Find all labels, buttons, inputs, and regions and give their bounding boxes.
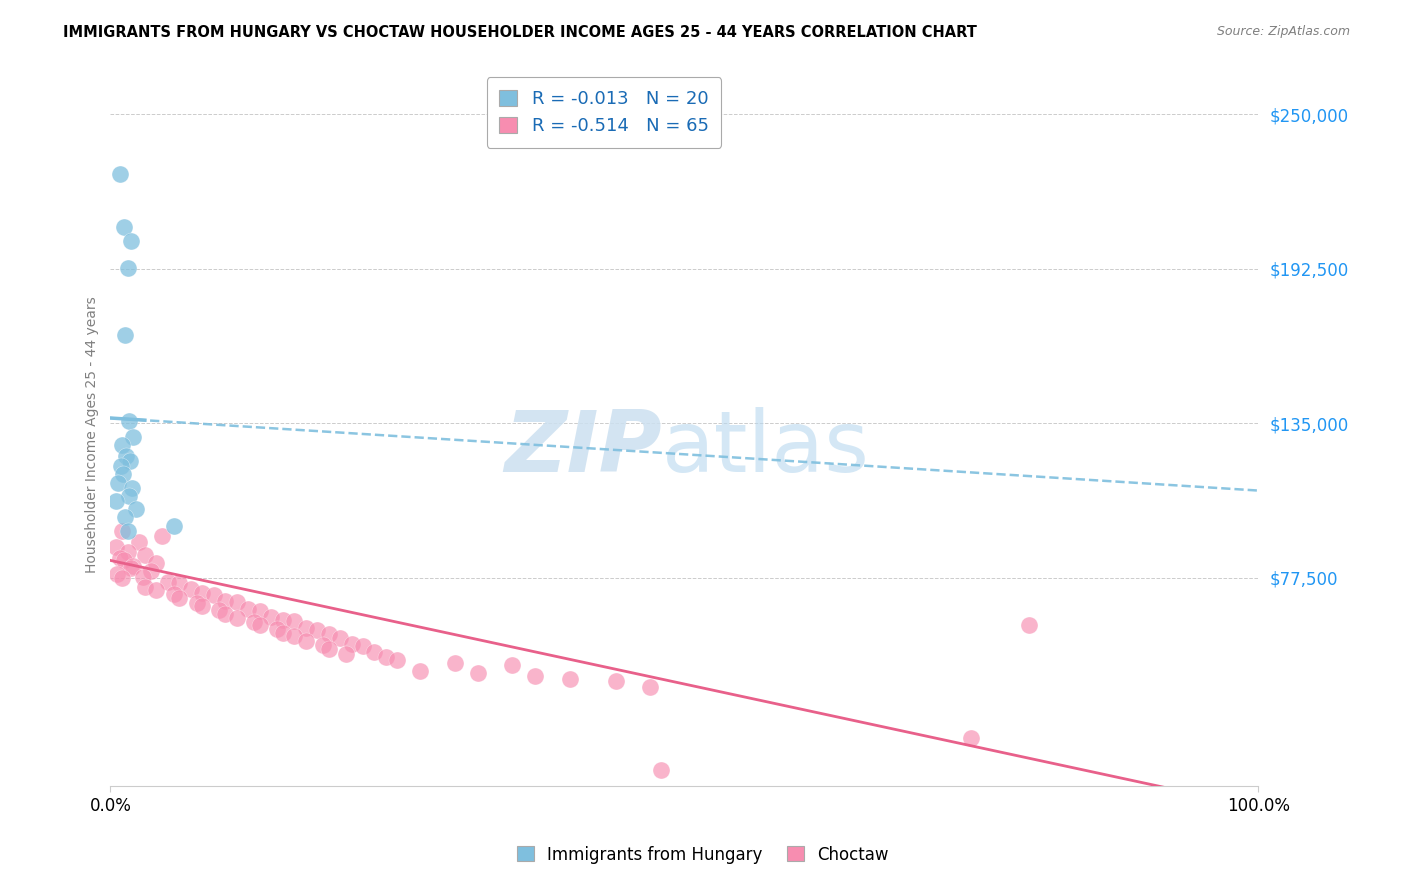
Point (112, 553, 135, 567)
Point (558, 672, 581, 686)
Point (249, 605, 271, 619)
Text: IMMIGRANTS FROM HUNGARY VS CHOCTAW HOUSEHOLDER INCOME AGES 25 - 44 YEARS CORRELA: IMMIGRANTS FROM HUNGARY VS CHOCTAW HOUSE… (63, 25, 977, 40)
Point (131, 569, 153, 583)
Point (638, 680, 661, 694)
Point (318, 627, 340, 641)
Point (214, 593, 236, 607)
Point (121, 481, 143, 495)
Point (108, 550, 131, 565)
Point (363, 645, 385, 659)
Point (118, 489, 141, 503)
Point (387, 653, 409, 667)
Point (312, 638, 335, 652)
Point (283, 629, 305, 643)
Point (162, 587, 184, 601)
Point (169, 591, 191, 605)
Point (202, 588, 225, 602)
Text: Source: ZipAtlas.com: Source: ZipAtlas.com (1216, 25, 1350, 38)
Point (501, 658, 523, 673)
Point (186, 596, 208, 610)
Point (107, 475, 129, 490)
Point (238, 602, 260, 616)
Point (329, 632, 352, 646)
Point (605, 674, 627, 689)
Point (191, 585, 214, 599)
Point (118, 414, 141, 428)
Point (120, 234, 142, 248)
Point (110, 459, 132, 474)
Point (340, 637, 363, 651)
Point (443, 656, 465, 670)
Legend: Immigrants from Hungary, Choctaw: Immigrants from Hungary, Choctaw (510, 839, 896, 871)
Point (128, 534, 150, 549)
Point (208, 603, 231, 617)
Point (191, 599, 214, 614)
Point (150, 529, 173, 543)
Point (114, 327, 136, 342)
Point (145, 556, 167, 570)
Point (524, 669, 547, 683)
Point (374, 650, 396, 665)
Point (271, 626, 294, 640)
Point (960, 731, 983, 745)
Point (225, 611, 247, 625)
Point (243, 615, 266, 630)
Point (111, 438, 134, 452)
Point (117, 524, 139, 538)
Point (117, 545, 139, 559)
Point (650, 763, 672, 777)
Legend: R = -0.013   N = 20, R = -0.514   N = 65: R = -0.013 N = 20, R = -0.514 N = 65 (486, 77, 721, 148)
Point (145, 582, 167, 597)
Point (112, 467, 135, 482)
Point (115, 449, 138, 463)
Point (105, 566, 128, 581)
Point (467, 666, 489, 681)
Point (307, 624, 329, 638)
Point (120, 561, 142, 575)
Point (156, 574, 179, 589)
Point (294, 634, 316, 648)
Point (134, 580, 156, 594)
Point (124, 502, 146, 516)
Point (409, 664, 432, 678)
Y-axis label: Householder Income Ages 25 - 44 years: Householder Income Ages 25 - 44 years (86, 296, 100, 573)
Point (108, 167, 131, 181)
Point (283, 614, 305, 628)
Point (122, 558, 145, 573)
Point (266, 622, 288, 636)
Point (249, 618, 271, 632)
Point (111, 571, 134, 585)
Point (352, 640, 374, 654)
Point (134, 548, 156, 562)
Point (294, 621, 316, 635)
Point (335, 648, 357, 662)
Point (112, 220, 135, 235)
Point (271, 613, 294, 627)
Point (260, 610, 283, 624)
Point (111, 524, 134, 538)
Point (180, 582, 202, 596)
Point (225, 595, 247, 609)
Point (214, 607, 236, 622)
Point (105, 540, 128, 554)
Text: ZIP: ZIP (503, 407, 661, 490)
Point (117, 260, 139, 275)
Point (162, 518, 184, 533)
Point (105, 494, 128, 508)
Point (118, 454, 141, 468)
Point (169, 576, 191, 591)
Text: atlas: atlas (661, 407, 869, 490)
Point (139, 564, 162, 578)
Point (114, 510, 136, 524)
Point (122, 430, 145, 444)
Point (1018, 618, 1040, 632)
Point (318, 642, 340, 657)
